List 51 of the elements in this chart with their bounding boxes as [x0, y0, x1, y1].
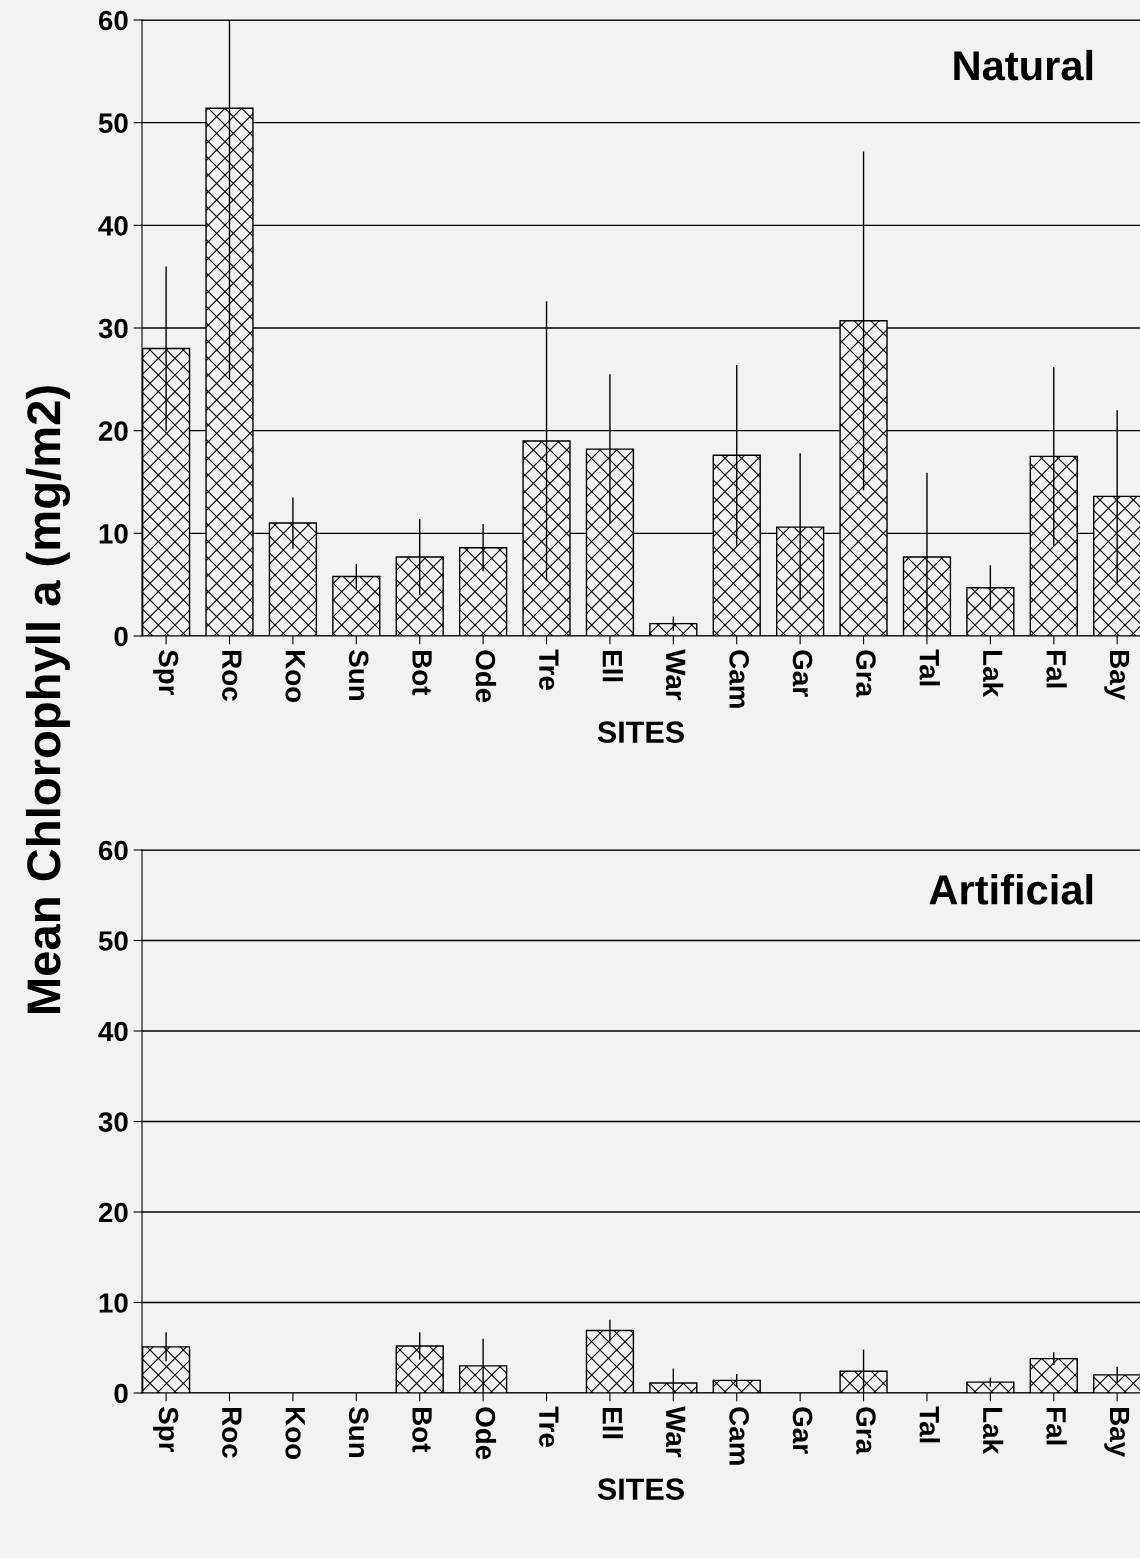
x-tick-label: Fal: [1046, 651, 1067, 688]
y-tick-label: 40: [98, 216, 128, 236]
x-tick-label: Lak: [982, 1408, 1004, 1455]
x-tick-label: Sun: [348, 1406, 369, 1457]
y-tick-label: 0: [114, 626, 128, 647]
x-tick-label: Bot: [412, 1408, 432, 1453]
x-tick-label: Koo: [285, 651, 305, 703]
x-tick-label: Cam: [729, 1407, 749, 1465]
x-tick-label: Ode: [475, 650, 497, 703]
y-tick-label: 10: [99, 524, 128, 544]
x-tick-label: Roc: [222, 1408, 242, 1458]
x-tick-label: Bay: [1104, 1408, 1130, 1457]
x-tick-label: Ell: [602, 651, 623, 682]
y-tick-label: 40: [98, 1021, 128, 1042]
x-tick-label: Koo: [285, 1408, 305, 1460]
y-tick-label: 60: [98, 10, 128, 31]
y-tick-label: 60: [98, 840, 128, 861]
chart-title: Artificial: [929, 874, 1093, 905]
x-tick-label: Bot: [412, 651, 432, 696]
x-tick-label: Gar: [792, 650, 813, 697]
y-tick-label: 0: [114, 1383, 128, 1404]
x-tick-label: Ell: [602, 1408, 623, 1439]
x-tick-label: Spr: [153, 1406, 179, 1453]
x-axis-title: SITES: [597, 1478, 684, 1500]
y-tick-label: 50: [98, 931, 128, 951]
x-tick-label: Gar: [792, 1407, 813, 1454]
x-tick-label: Roc: [222, 651, 242, 701]
y-tick-label: 30: [98, 318, 128, 339]
x-tick-label: Tre: [539, 1406, 559, 1447]
x-tick-label: Gra: [856, 650, 876, 698]
y-tick-label: 20: [98, 1202, 128, 1223]
y-tick-label: 10: [99, 1293, 128, 1313]
x-tick-label: War: [665, 1406, 686, 1458]
x-tick-label: Spr: [153, 649, 179, 696]
x-tick-label: Lak: [982, 651, 1004, 698]
x-tick-label: Gra: [856, 1407, 876, 1455]
x-tick-label: War: [665, 649, 686, 701]
text: Natural: [954, 49, 1093, 81]
x-tick-label: Tre: [539, 649, 559, 690]
x-tick-label: Ode: [475, 1407, 497, 1460]
x-axis-title: SITES: [597, 721, 684, 743]
x-tick-label: Tal: [919, 649, 940, 686]
y-tick-label: 20: [98, 421, 128, 442]
x-tick-label: Tal: [919, 1406, 940, 1443]
x-tick-label: Bay: [1104, 651, 1130, 700]
y-tick-label: 30: [98, 1112, 128, 1132]
x-tick-label: Cam: [729, 650, 749, 708]
x-tick-label: Fal: [1046, 1408, 1067, 1445]
x-tick-label: Sun: [348, 649, 369, 700]
y-axis-title: Mean Chlorophyll a (mg/m2): [25, 386, 71, 1013]
y-tick-label: 50: [98, 113, 128, 134]
